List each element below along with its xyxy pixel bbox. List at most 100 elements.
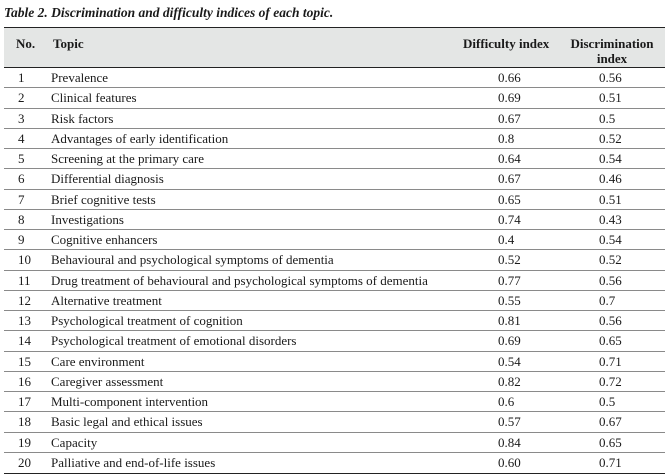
row-discrimination: 0.43 [599,211,622,227]
row-topic: Cognitive enhancers [51,232,158,247]
row-difficulty: 0.55 [498,292,521,308]
row-number: 16 [18,373,31,389]
table-row: 2 Clinical features 0.69 0.51 [4,88,665,109]
row-difficulty: 0.4 [498,232,515,247]
row-topic: Care environment [51,353,145,369]
row-discrimination: 0.52 [599,252,622,268]
row-difficulty: 0.77 [498,272,521,288]
row-difficulty: 0.60 [498,454,521,470]
row-discrimination: 0.56 [599,272,622,288]
row-discrimination: 0.51 [599,191,622,207]
row-number: 2 [18,90,25,106]
row-discrimination: 0.51 [599,90,622,106]
table-row: 15 Care environment 0.54 0.71 [4,352,665,372]
row-difficulty: 0.52 [498,252,521,268]
header-difficulty: Difficulty index [463,36,550,51]
row-topic: Clinical features [51,90,137,106]
table-row: 18 Basic legal and ethical issues 0.57 0.67 [4,412,665,433]
table-row: 10 Behavioural and psychological symptoms… [4,250,665,271]
header-topic: Topic [53,36,84,51]
row-difficulty: 0.81 [498,313,521,328]
row-difficulty: 0.67 [498,110,521,126]
row-discrimination: 0.56 [599,70,622,85]
table-row: 16 Caregiver assessment 0.82 0.72 [4,372,665,392]
row-discrimination: 0.7 [599,292,616,308]
table-row: 14 Psychological treatment of emotional d… [4,331,665,352]
row-topic: Investigations [51,211,124,227]
row-difficulty: 0.66 [498,70,521,85]
row-topic: Alternative treatment [51,292,162,308]
row-number: 6 [18,171,25,187]
row-number: 4 [18,130,25,146]
indices-table: No. Topic Difficulty index Discriminatio… [4,27,665,474]
row-discrimination: 0.5 [599,110,616,126]
row-topic: Differential diagnosis [51,171,164,187]
row-difficulty: 0.57 [498,414,521,430]
table-row: 1 Prevalence 0.66 0.56 [4,68,665,89]
row-number: 1 [18,70,25,85]
row-number: 9 [18,232,25,247]
row-number: 3 [18,110,25,126]
row-discrimination: 0.65 [599,434,622,450]
row-topic: Psychological treatment of cognition [51,313,243,328]
row-discrimination: 0.54 [599,232,622,247]
table-row: 12 Alternative treatment 0.55 0.7 [4,291,665,311]
table-row: 11 Drug treatment of behavioural and psyc… [4,271,665,291]
row-difficulty: 0.69 [498,90,521,106]
table-row: 5 Screening at the primary care 0.64 0.54 [4,149,665,170]
row-difficulty: 0.82 [498,373,521,389]
table-row: 13 Psychological treatment of cognition 0.… [4,311,665,332]
row-topic: Brief cognitive tests [51,191,156,207]
row-difficulty: 0.8 [498,130,515,146]
row-topic: Advantages of early identification [51,130,229,146]
table-caption: Table 2. Discrimination and difficulty i… [4,5,334,20]
row-topic: Behavioural and psychological symptoms o… [51,252,334,268]
row-topic: Basic legal and ethical issues [51,414,203,430]
row-number: 13 [18,313,31,328]
row-discrimination: 0.54 [599,151,622,166]
row-topic: Risk factors [51,110,114,126]
table-body: 1 Prevalence 0.66 0.56 2 Clinical features 0.6… [4,68,665,473]
row-number: 20 [18,454,31,470]
table-header: No. Topic Difficulty index Discriminatio… [4,28,665,68]
table-row: 19 Capacity 0.84 0.65 [4,433,665,453]
row-number: 11 [18,272,31,288]
row-number: 7 [18,191,25,207]
row-discrimination: 0.71 [599,353,622,369]
row-discrimination: 0.46 [599,171,622,187]
row-number: 17 [18,394,31,409]
row-difficulty: 0.65 [498,191,521,207]
row-topic: Capacity [51,434,98,450]
header-no: No. [16,36,36,51]
row-difficulty: 0.6 [498,394,515,409]
row-topic: Palliative and end-of-life issues [51,454,216,470]
row-discrimination: 0.67 [599,414,622,430]
row-topic: Screening at the primary care [51,151,205,166]
row-discrimination: 0.71 [599,454,622,470]
row-discrimination: 0.5 [599,394,616,409]
row-difficulty: 0.84 [498,434,521,450]
table-row: 3 Risk factors 0.67 0.5 [4,109,665,129]
row-difficulty: 0.67 [498,171,521,187]
header-discrimination: Discrimination index [570,36,654,66]
row-difficulty: 0.64 [498,151,521,166]
row-topic: Drug treatment of behavioural and psycho… [51,272,428,288]
row-difficulty: 0.69 [498,333,521,349]
row-topic: Multi-component intervention [51,394,209,409]
row-topic: Psychological treatment of emotional dis… [51,333,297,349]
row-discrimination: 0.52 [599,130,622,146]
row-discrimination: 0.65 [599,333,622,349]
row-topic: Prevalence [51,70,109,85]
row-difficulty: 0.54 [498,353,521,369]
table-row: 20 Palliative and end-of-life issues 0.60 0… [4,453,665,473]
row-number: 5 [18,151,25,166]
table-row: 7 Brief cognitive tests 0.65 0.51 [4,190,665,210]
row-number: 19 [18,434,31,450]
table-row: 6 Differential diagnosis 0.67 0.46 [4,169,665,190]
row-number: 15 [18,353,31,369]
table-row: 8 Investigations 0.74 0.43 [4,210,665,230]
table-row: 4 Advantages of early identification 0.8 0.… [4,129,665,149]
row-discrimination: 0.72 [599,373,622,389]
row-number: 8 [18,211,25,227]
table-row: 17 Multi-component intervention 0.6 0.5 [4,392,665,413]
